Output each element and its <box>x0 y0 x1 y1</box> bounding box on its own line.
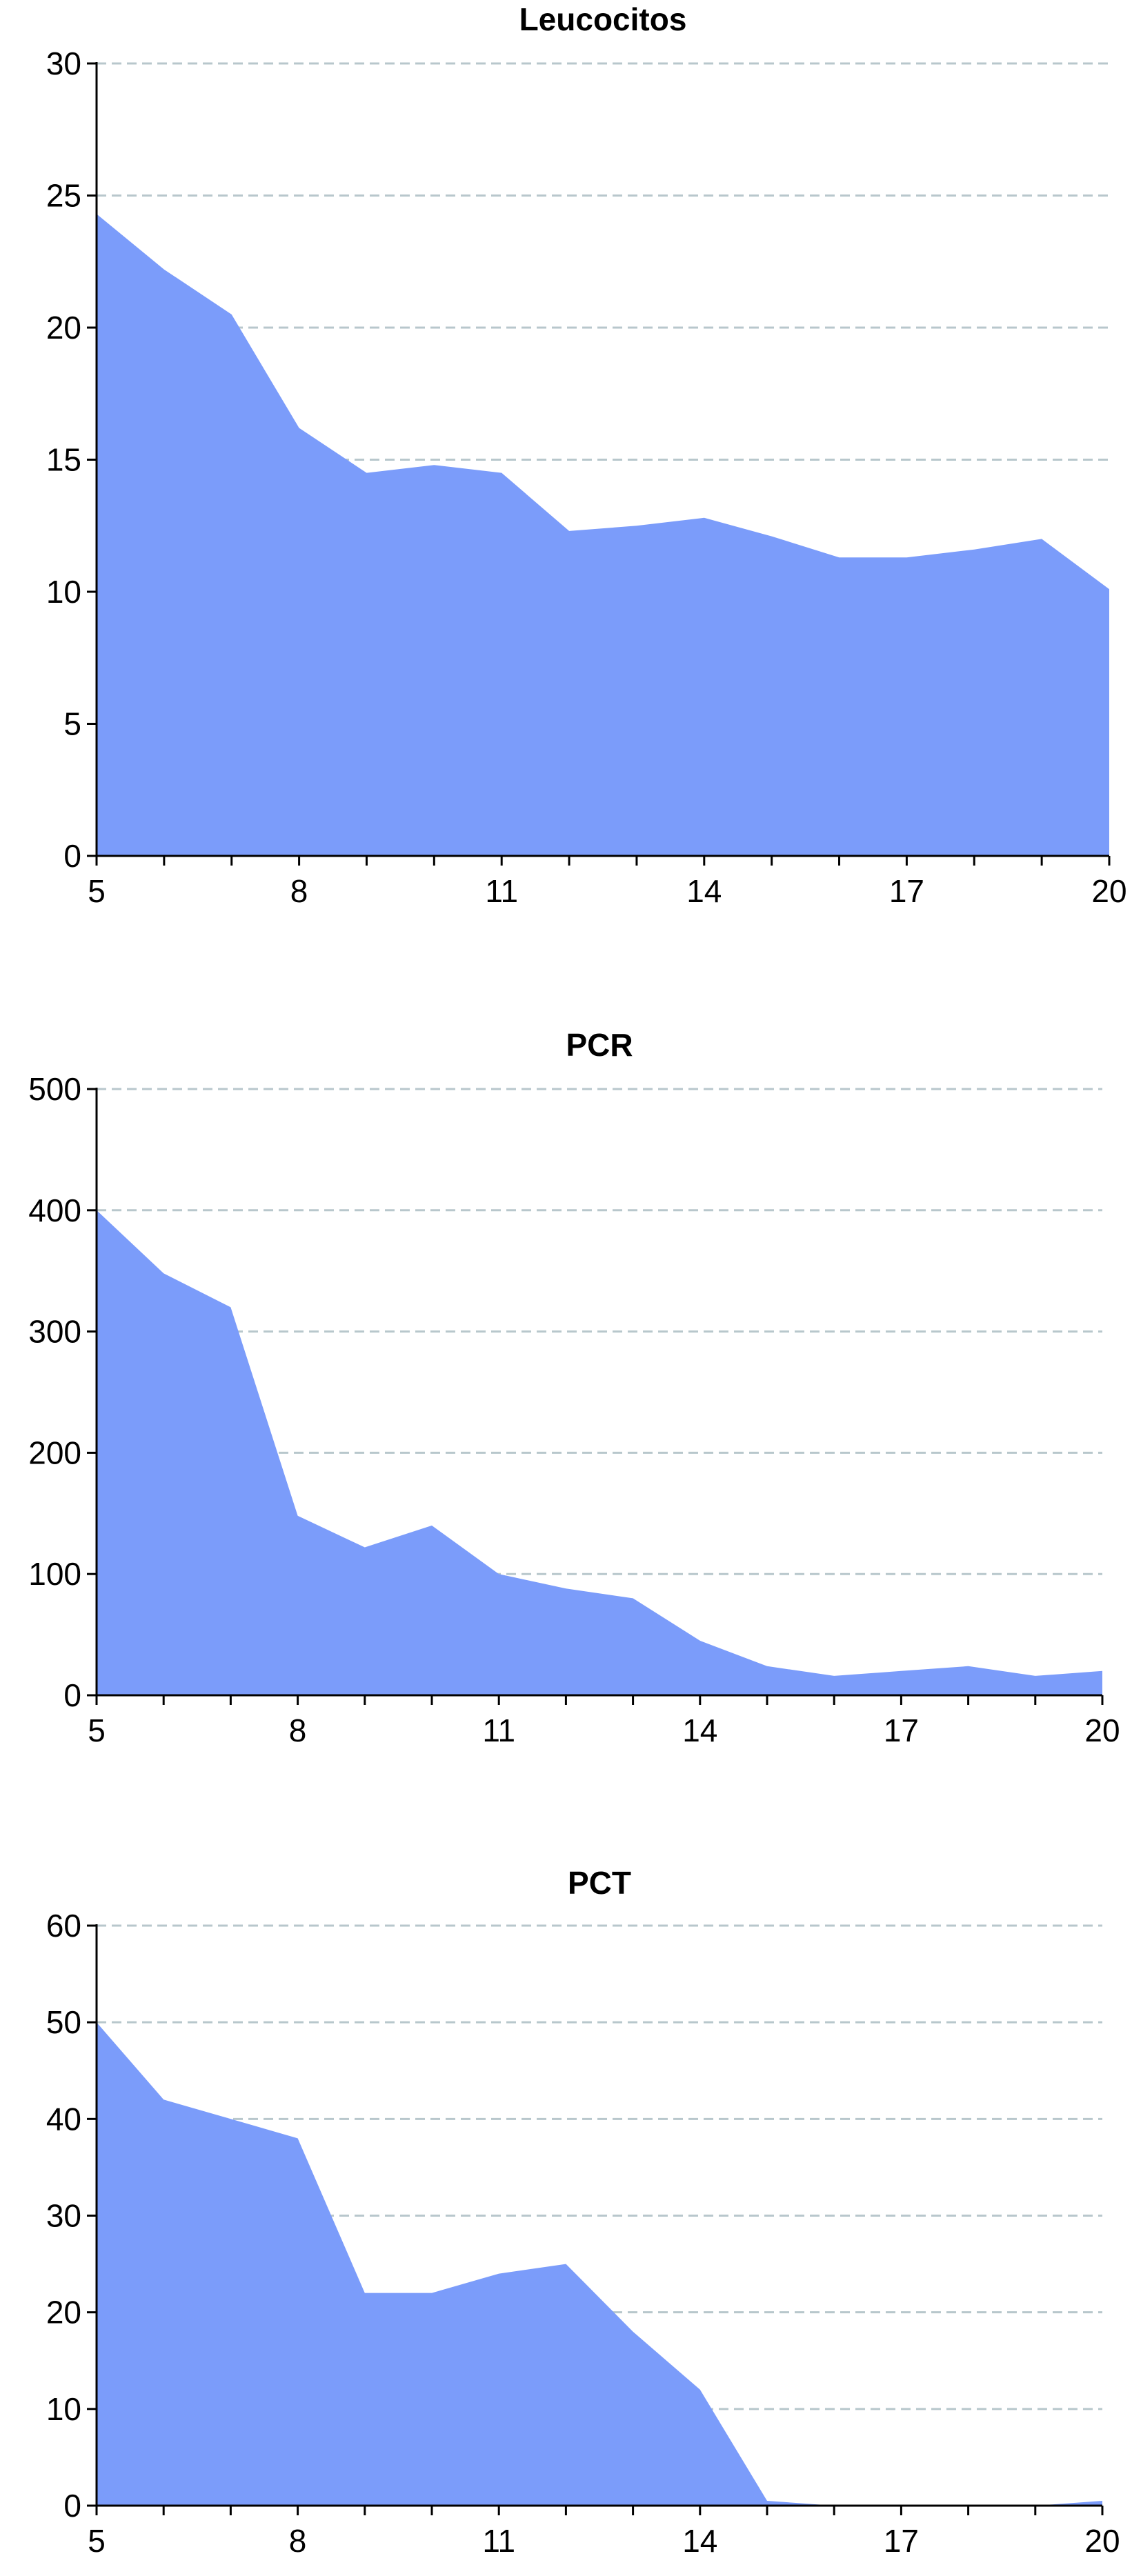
y-tick-label: 0 <box>63 1677 81 1713</box>
y-tick-label: 5 <box>63 706 81 742</box>
y-tick-label: 20 <box>46 310 81 346</box>
x-tick-label: 8 <box>289 2523 307 2559</box>
y-tick-label: 10 <box>46 2391 81 2427</box>
y-tick-label: 0 <box>63 2488 81 2524</box>
area-series <box>97 2022 1102 2506</box>
y-tick-label: 30 <box>46 46 81 81</box>
chart-2: PCR 0 100 200 300 400 500 5 8 11 14 17 20 <box>28 1027 1120 1748</box>
x-tick-label: 20 <box>1084 2523 1120 2559</box>
chart-title: PCT <box>568 1865 631 1901</box>
area-series <box>97 214 1109 856</box>
x-tick-label: 20 <box>1091 873 1126 909</box>
x-tick-label: 5 <box>88 2523 106 2559</box>
y-tick-label: 400 <box>28 1192 81 1228</box>
y-tick-label: 20 <box>46 2295 81 2330</box>
x-tick-label: 14 <box>686 873 722 909</box>
y-tick-label: 500 <box>28 1071 81 1107</box>
y-tick-label: 50 <box>46 2004 81 2040</box>
x-tick-label: 8 <box>289 1713 307 1748</box>
x-tick-label: 17 <box>884 2523 919 2559</box>
y-tick-label: 0 <box>63 838 81 874</box>
x-tick-label: 8 <box>290 873 308 909</box>
x-tick-label: 5 <box>88 1713 106 1748</box>
area-series <box>97 1210 1102 1695</box>
y-tick-label: 15 <box>46 442 81 478</box>
x-tick-label: 14 <box>682 1713 717 1748</box>
chart-title: PCR <box>566 1027 633 1063</box>
y-tick-label: 40 <box>46 2101 81 2137</box>
chart-3: PCT 0 10 20 30 40 50 60 5 8 11 14 17 20 <box>46 1865 1120 2559</box>
x-tick-label: 17 <box>884 1713 919 1748</box>
y-tick-label: 30 <box>46 2198 81 2234</box>
x-tick-label: 11 <box>485 873 518 909</box>
y-tick-label: 300 <box>28 1314 81 1350</box>
chart-title: Leucocitos <box>519 1 687 37</box>
x-tick-label: 5 <box>88 873 106 909</box>
y-tick-label: 200 <box>28 1435 81 1470</box>
y-tick-label: 60 <box>46 1908 81 1944</box>
x-tick-label: 20 <box>1084 1713 1120 1748</box>
x-tick-label: 17 <box>889 873 924 909</box>
x-tick-label: 11 <box>482 1713 515 1748</box>
x-tick-label: 11 <box>482 2523 515 2559</box>
y-tick-label: 10 <box>46 574 81 610</box>
y-tick-label: 25 <box>46 178 81 214</box>
y-tick-label: 100 <box>28 1556 81 1592</box>
x-tick-label: 14 <box>682 2523 717 2559</box>
